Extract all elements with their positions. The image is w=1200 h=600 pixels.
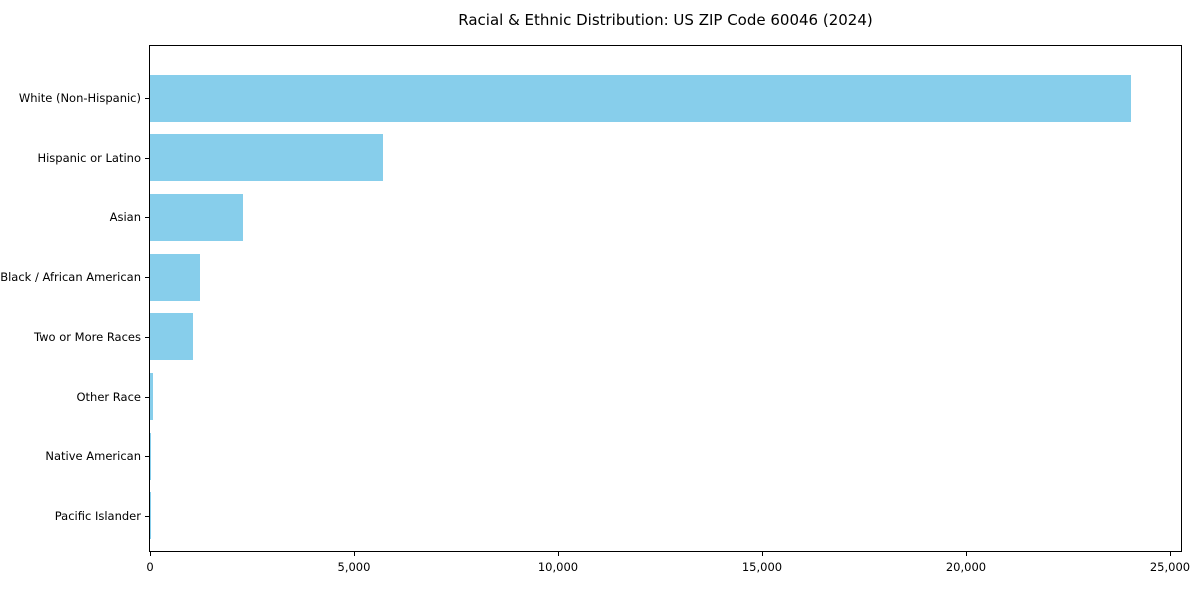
x-tick-mark <box>353 551 355 556</box>
x-tick-label: 20,000 <box>945 560 987 574</box>
bar <box>150 193 243 241</box>
bar <box>150 373 154 421</box>
bar <box>150 74 1132 122</box>
x-tick-mark <box>761 551 763 556</box>
y-tick-label: Two or More Races <box>34 329 141 344</box>
bar <box>150 134 383 182</box>
y-tick-label: White (Non-Hispanic) <box>18 91 141 105</box>
plot-area: White (Non-Hispanic) Hispanic or Latino As… <box>0 45 1190 574</box>
x-tick-mark <box>965 551 967 556</box>
x-tick-mark <box>150 551 151 556</box>
y-tick-label: Other Race <box>76 389 142 404</box>
y-tick-mark <box>145 456 150 458</box>
y-tick-mark <box>145 336 150 338</box>
y-tick-mark <box>145 98 150 99</box>
x-tick-mark <box>557 551 559 556</box>
y-tick-label: Black / African American <box>0 270 141 285</box>
y-tick-mark <box>145 396 150 398</box>
x-tick-label: 10,000 <box>537 560 579 574</box>
y-tick-mark <box>145 515 150 517</box>
y-tick-mark <box>145 217 150 219</box>
bar <box>150 253 201 301</box>
x-tick-label: 15,000 <box>741 560 783 574</box>
y-tick-label: Hispanic or Latino <box>37 150 141 165</box>
y-tick-mark <box>145 277 150 279</box>
x-tick-label: 25,000 <box>1149 560 1191 574</box>
x-tick-mark <box>1169 551 1171 556</box>
bar <box>150 432 152 480</box>
y-tick-mark <box>145 157 150 159</box>
y-tick-label: Pacific Islander <box>54 508 141 523</box>
y-tick-label: Asian <box>109 210 141 225</box>
bar <box>150 313 194 361</box>
chart-title: Racial & Ethnic Distribution: US ZIP Cod… <box>458 11 873 29</box>
x-tick-label: 5,000 <box>337 560 371 574</box>
y-tick-label: Native American <box>45 449 141 464</box>
x-tick-label: 0 <box>146 560 154 574</box>
